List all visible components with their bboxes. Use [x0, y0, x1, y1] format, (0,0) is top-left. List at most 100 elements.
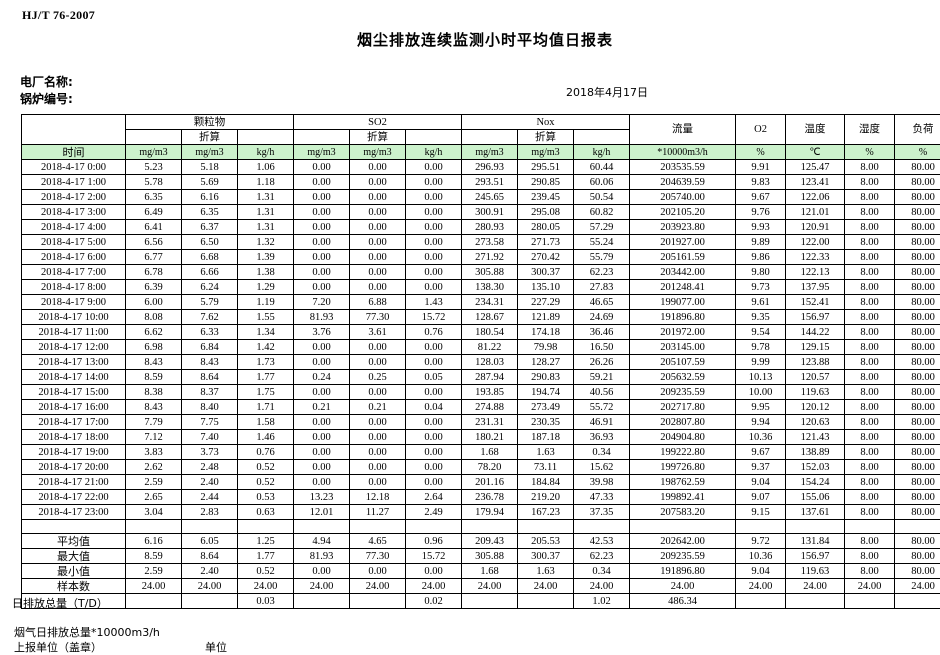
cell-time: 2018-4-17 1:00 [21, 174, 126, 190]
cell-value: 8.00 [844, 174, 896, 190]
boiler-number-label: 锅炉编号: [20, 92, 73, 106]
cell-value: 39.98 [573, 474, 631, 490]
cell-value: 8.00 [844, 294, 896, 310]
summary-label: 最小值 [21, 563, 126, 579]
cell-value: 80.00 [894, 504, 940, 520]
header-unit-6: kg/h [405, 144, 463, 160]
cell-value: 6.62 [125, 324, 182, 340]
header-group-temperature: 温度 [785, 114, 846, 145]
cell-value: 129.15 [785, 339, 846, 355]
cell-time: 2018-4-17 4:00 [21, 219, 126, 235]
cell-value: 10.13 [735, 369, 787, 385]
cell-time: 2018-4-17 16:00 [21, 399, 126, 415]
cell-value: 80.00 [894, 189, 940, 205]
cell-value: 9.54 [735, 324, 787, 340]
cell-value: 2.62 [125, 459, 182, 475]
summary-value: 24.00 [517, 578, 575, 594]
cell-value: 40.56 [573, 384, 631, 400]
cell-value: 239.45 [517, 189, 575, 205]
cell-value: 81.22 [461, 339, 519, 355]
cell-value: 55.72 [573, 399, 631, 415]
cell-value: 7.12 [125, 429, 182, 445]
cell-value: 8.59 [125, 369, 182, 385]
header-blank-nox-rate [573, 129, 631, 145]
cell-value: 7.20 [293, 294, 351, 310]
cell-value: 8.00 [844, 354, 896, 370]
header-unit-8: mg/m3 [517, 144, 575, 160]
cell-value: 80.00 [894, 234, 940, 250]
cell-value: 2.44 [181, 489, 238, 505]
cell-value: 0.00 [405, 384, 463, 400]
header-row-converted: 折算 折算 折算 [22, 129, 940, 145]
summary-value: 8.00 [844, 548, 896, 564]
cell-value: 152.03 [785, 459, 846, 475]
table-row: 2018-4-17 21:00 2.59 2.40 0.52 0.00 0.00 0.00 2… [21, 474, 940, 490]
cell-value: 0.00 [405, 429, 463, 445]
cell-value: 0.52 [236, 474, 295, 490]
standard-code: HJ/T 76-2007 [22, 8, 96, 22]
cell-value: 0.04 [405, 399, 463, 415]
table-row: 2018-4-17 9:00 6.00 5.79 1.19 7.20 6.88 1.43 23… [21, 294, 940, 310]
cell-value: 8.00 [844, 429, 896, 445]
cell-value: 0.00 [293, 339, 351, 355]
cell-value: 0.00 [349, 264, 407, 280]
cell-value: 50.54 [573, 189, 631, 205]
cell-value: 6.88 [349, 294, 407, 310]
cell-value: 6.33 [181, 324, 238, 340]
cell-value: 9.95 [735, 399, 787, 415]
cell-value: 205161.59 [629, 249, 737, 265]
cell-value: 47.33 [573, 489, 631, 505]
summary-value: 131.84 [785, 533, 846, 549]
cell-value: 138.30 [461, 279, 519, 295]
daily-total-value [461, 593, 519, 609]
spacer-cell [735, 519, 787, 534]
emissions-report-table: 颗粒物 SO2 Nox 流量 O2 温度 湿度 负荷 折算 折算 折算 时间 m [21, 114, 940, 609]
cell-value: 0.00 [349, 219, 407, 235]
cell-value: 8.00 [844, 459, 896, 475]
footer-flow-note: 烟气日排放总量*10000m3/h [14, 626, 160, 639]
summary-label: 平均值 [21, 533, 126, 549]
cell-value: 0.00 [349, 384, 407, 400]
header-group-nox: Nox [461, 114, 631, 130]
cell-value: 0.76 [236, 444, 295, 460]
spacer-cell [629, 519, 737, 534]
cell-value: 0.00 [349, 249, 407, 265]
cell-value: 209235.59 [629, 384, 737, 400]
daily-total-value [293, 593, 351, 609]
cell-value: 8.00 [844, 414, 896, 430]
cell-value: 1.75 [236, 384, 295, 400]
summary-value: 8.64 [181, 548, 238, 564]
daily-total-value [125, 593, 182, 609]
cell-value: 0.76 [405, 324, 463, 340]
header-unit-7: mg/m3 [461, 144, 519, 160]
cell-value: 6.78 [125, 264, 182, 280]
cell-time: 2018-4-17 0:00 [21, 159, 126, 175]
cell-time: 2018-4-17 23:00 [21, 504, 126, 520]
cell-value: 122.00 [785, 234, 846, 250]
cell-value: 8.00 [844, 444, 896, 460]
cell-value: 0.00 [405, 459, 463, 475]
cell-value: 0.00 [405, 414, 463, 430]
cell-value: 199892.41 [629, 489, 737, 505]
table-row: 2018-4-17 4:00 6.41 6.37 1.31 0.00 0.00 0.00 28… [21, 219, 940, 235]
cell-value: 245.65 [461, 189, 519, 205]
cell-value: 80.00 [894, 249, 940, 265]
spacer-cell [844, 519, 896, 534]
cell-time: 2018-4-17 12:00 [21, 339, 126, 355]
cell-value: 3.61 [349, 324, 407, 340]
cell-value: 8.00 [844, 219, 896, 235]
cell-value: 122.13 [785, 264, 846, 280]
cell-value: 123.88 [785, 354, 846, 370]
cell-value: 128.67 [461, 309, 519, 325]
cell-value: 9.83 [735, 174, 787, 190]
cell-time: 2018-4-17 19:00 [21, 444, 126, 460]
cell-value: 1.29 [236, 279, 295, 295]
cell-value: 0.34 [573, 444, 631, 460]
cell-value: 6.50 [181, 234, 238, 250]
cell-value: 8.43 [125, 354, 182, 370]
cell-value: 6.56 [125, 234, 182, 250]
summary-value: 24.00 [573, 578, 631, 594]
spacer-cell [894, 519, 940, 534]
summary-row: 最小值 2.59 2.40 0.52 0.00 0.00 0.00 1.68 1.63 0.34 1… [21, 563, 940, 579]
cell-value: 125.47 [785, 159, 846, 175]
